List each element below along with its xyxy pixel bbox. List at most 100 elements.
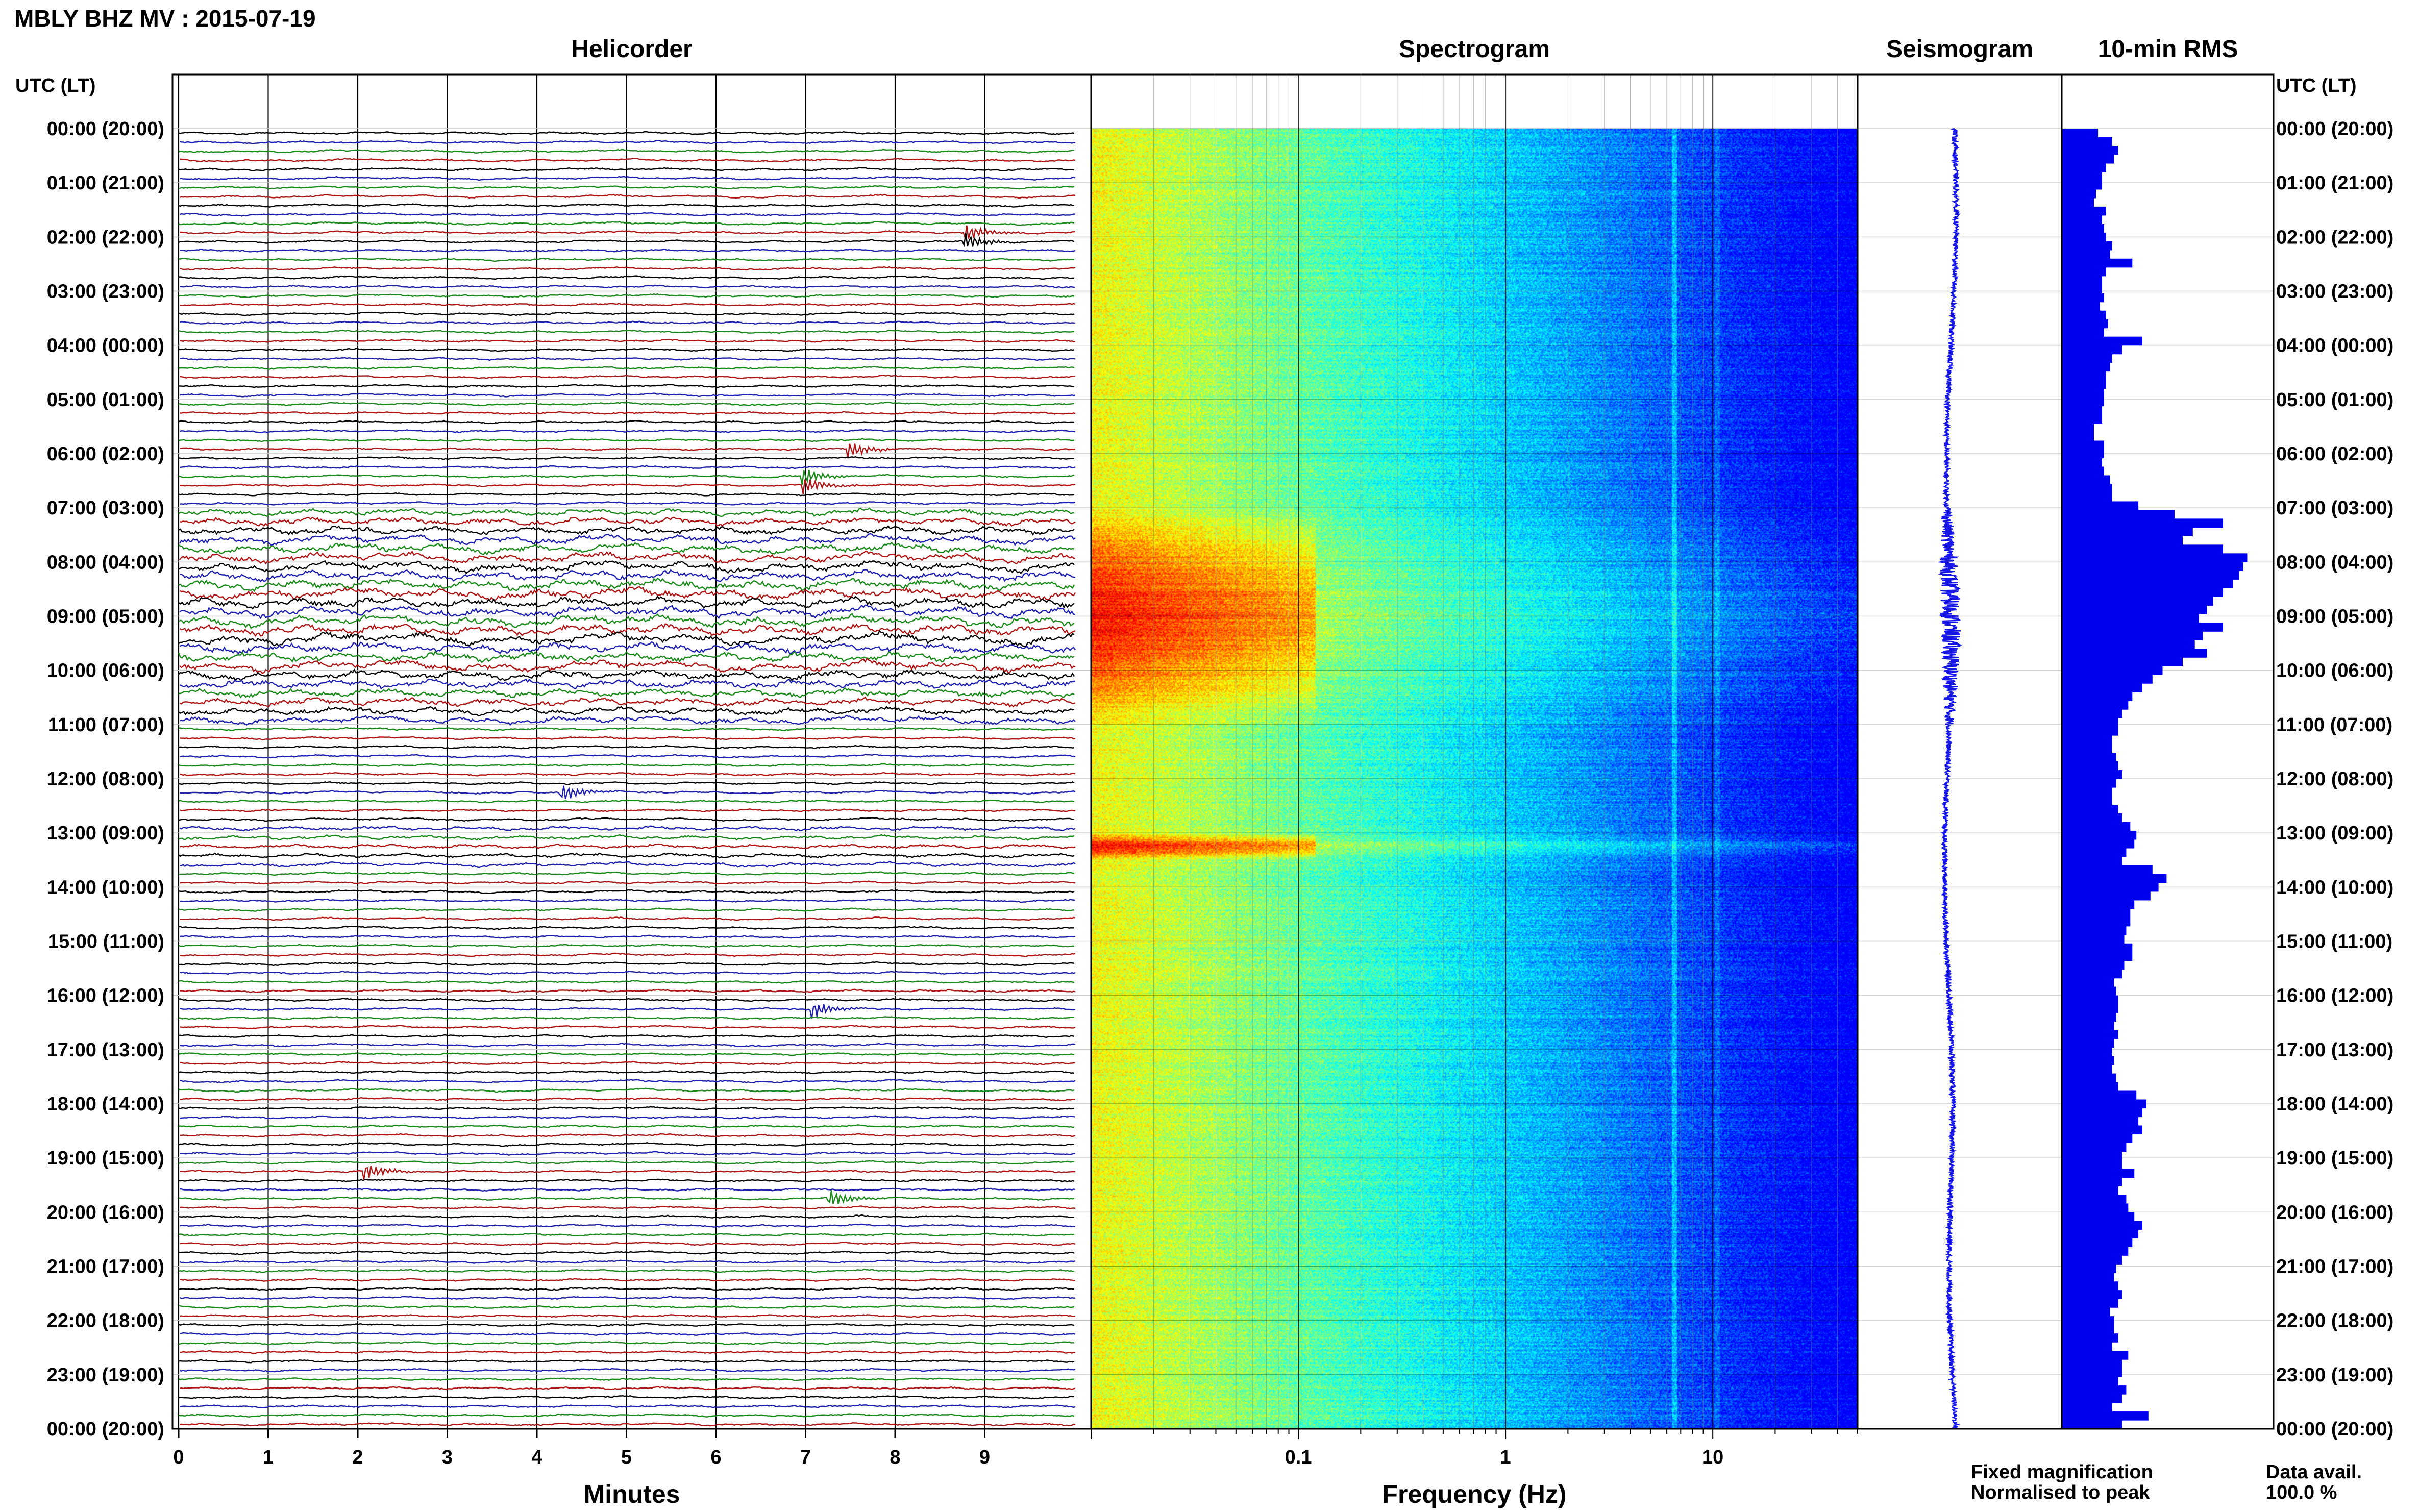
time-tick-right: 19:00 (15:00) (2276, 1148, 2393, 1169)
time-tick-left: 09:00 (05:00) (47, 606, 164, 628)
seismogram-title: Seismogram (1886, 36, 2033, 63)
rms-bar (2062, 145, 2118, 155)
time-tick-right: 08:00 (04:00) (2276, 552, 2393, 573)
rms-bar (2062, 701, 2129, 710)
helicorder-trace (179, 678, 1076, 690)
rms-bar (2062, 250, 2110, 259)
rms-bar (2062, 649, 2207, 658)
helicorder-trace (179, 249, 1076, 253)
rms-bar (2062, 380, 2106, 389)
helicorder-trace (179, 569, 1076, 583)
helicorder-trace (178, 167, 1075, 171)
rms-bar (2062, 597, 2213, 606)
rms-bar (2062, 1004, 2118, 1013)
helicorder-trace (179, 1278, 1076, 1282)
rms-bar (2062, 1359, 2122, 1369)
helicorder-trace (178, 311, 1075, 316)
time-tick-left: 23:00 (19:00) (47, 1365, 164, 1386)
rms-bar (2062, 1012, 2116, 1022)
helicorder-trace (179, 375, 1075, 379)
rms-bar (2062, 874, 2167, 883)
helicorder-trace (178, 1214, 1075, 1219)
rms-bar (2062, 1325, 2114, 1334)
rms-bar (2062, 241, 2112, 251)
helicorder-trace (179, 411, 1076, 415)
rms-bar (2062, 1143, 2127, 1152)
time-tick-right: 05:00 (01:00) (2276, 389, 2393, 411)
helicorder-trace (179, 1043, 1076, 1048)
rms-bar (2062, 1221, 2142, 1230)
helicorder-x-label: Minutes (584, 1480, 680, 1508)
helicorder-trace (179, 212, 1076, 217)
helicorder-trace (178, 1160, 1075, 1165)
time-tick-left: 22:00 (18:00) (47, 1310, 164, 1332)
helicorder-trace (179, 952, 1076, 957)
helicorder-trace (178, 469, 1075, 485)
time-axis-ticks-left: 00:00 (20:00) 01:00 (21:00) 02:00 (22:00) 0… (47, 118, 164, 1440)
time-tick-left: 11:00 (07:00) (48, 714, 164, 736)
rms-bar (2062, 1394, 2122, 1403)
helicorder-trace (179, 443, 1076, 459)
rms-bar (2062, 1238, 2133, 1247)
helicorder-trace (179, 934, 1076, 939)
time-tick-left: 06:00 (02:00) (47, 443, 164, 465)
time-tick-left: 18:00 (14:00) (47, 1094, 164, 1115)
helicorder-x-tick-label: 9 (979, 1447, 990, 1468)
helicorder-trace (178, 871, 1075, 876)
seismogram-gridlines (1858, 128, 2062, 1429)
rms-bar (2062, 657, 2183, 666)
helicorder-x-tick-label: 3 (442, 1447, 453, 1468)
rms-bar (2062, 1342, 2112, 1351)
time-tick-right: 13:00 (09:00) (2276, 823, 2393, 844)
helicorder-trace (179, 320, 1076, 325)
helicorder-trace (179, 916, 1076, 921)
rms-bar (2062, 900, 2135, 909)
rms-bar (2062, 319, 2108, 329)
helicorder-trace (179, 176, 1076, 181)
rms-bar (2062, 1082, 2118, 1092)
rms-bar (2062, 354, 2112, 363)
rms-frame (2061, 73, 2275, 1430)
rms-bar (2062, 943, 2133, 953)
rms-bar (2062, 553, 2248, 562)
rms-bar (2062, 770, 2122, 779)
rms-bar (2062, 623, 2223, 632)
rms-bar (2062, 753, 2116, 762)
data-availability-label: Data avail. (2266, 1461, 2362, 1483)
rms-bar (2062, 1195, 2127, 1204)
rms-bar (2062, 1099, 2146, 1109)
time-tick-right: 17:00 (13:00) (2276, 1039, 2393, 1061)
helicorder-trace (179, 1097, 1076, 1102)
helicorder-trace (178, 1015, 1075, 1021)
helicorder-trace (179, 275, 1075, 280)
helicorder-trace (178, 650, 1075, 663)
helicorder-trace (178, 745, 1075, 750)
time-tick-left: 15:00 (11:00) (48, 931, 164, 953)
rms-bar (2062, 345, 2122, 355)
rms-bar (2062, 336, 2142, 346)
time-tick-left: 10:00 (06:00) (47, 660, 164, 682)
helicorder-trace (178, 630, 1075, 647)
time-axis-label-left: UTC (LT) (15, 75, 96, 96)
helicorder-trace (178, 365, 1075, 370)
rms-bar (2062, 683, 2142, 692)
helicorder-trace (179, 843, 1076, 850)
rms-bar (2062, 276, 2102, 285)
rms-bar (2062, 1030, 2118, 1039)
rms-bar (2062, 484, 2112, 493)
rms-bar (2062, 865, 2153, 875)
helicorder-trace (178, 1034, 1075, 1038)
helicorder-trace (178, 799, 1075, 804)
rms-bar (2062, 1299, 2118, 1308)
helicorder-trace (179, 402, 1075, 407)
rms-bar (2062, 1117, 2139, 1126)
time-tick-left: 05:00 (01:00) (47, 389, 164, 411)
legend-fixed-magnification: Fixed magnification (1971, 1461, 2153, 1483)
helicorder-trace (178, 889, 1075, 894)
time-tick-left: 00:00 (20:00) (47, 1419, 164, 1440)
helicorder-trace (179, 1350, 1076, 1354)
rms-bar (2062, 1134, 2133, 1144)
rms-bar (2062, 423, 2094, 433)
rms-bar (2062, 1255, 2122, 1265)
helicorder-trace (179, 338, 1076, 343)
